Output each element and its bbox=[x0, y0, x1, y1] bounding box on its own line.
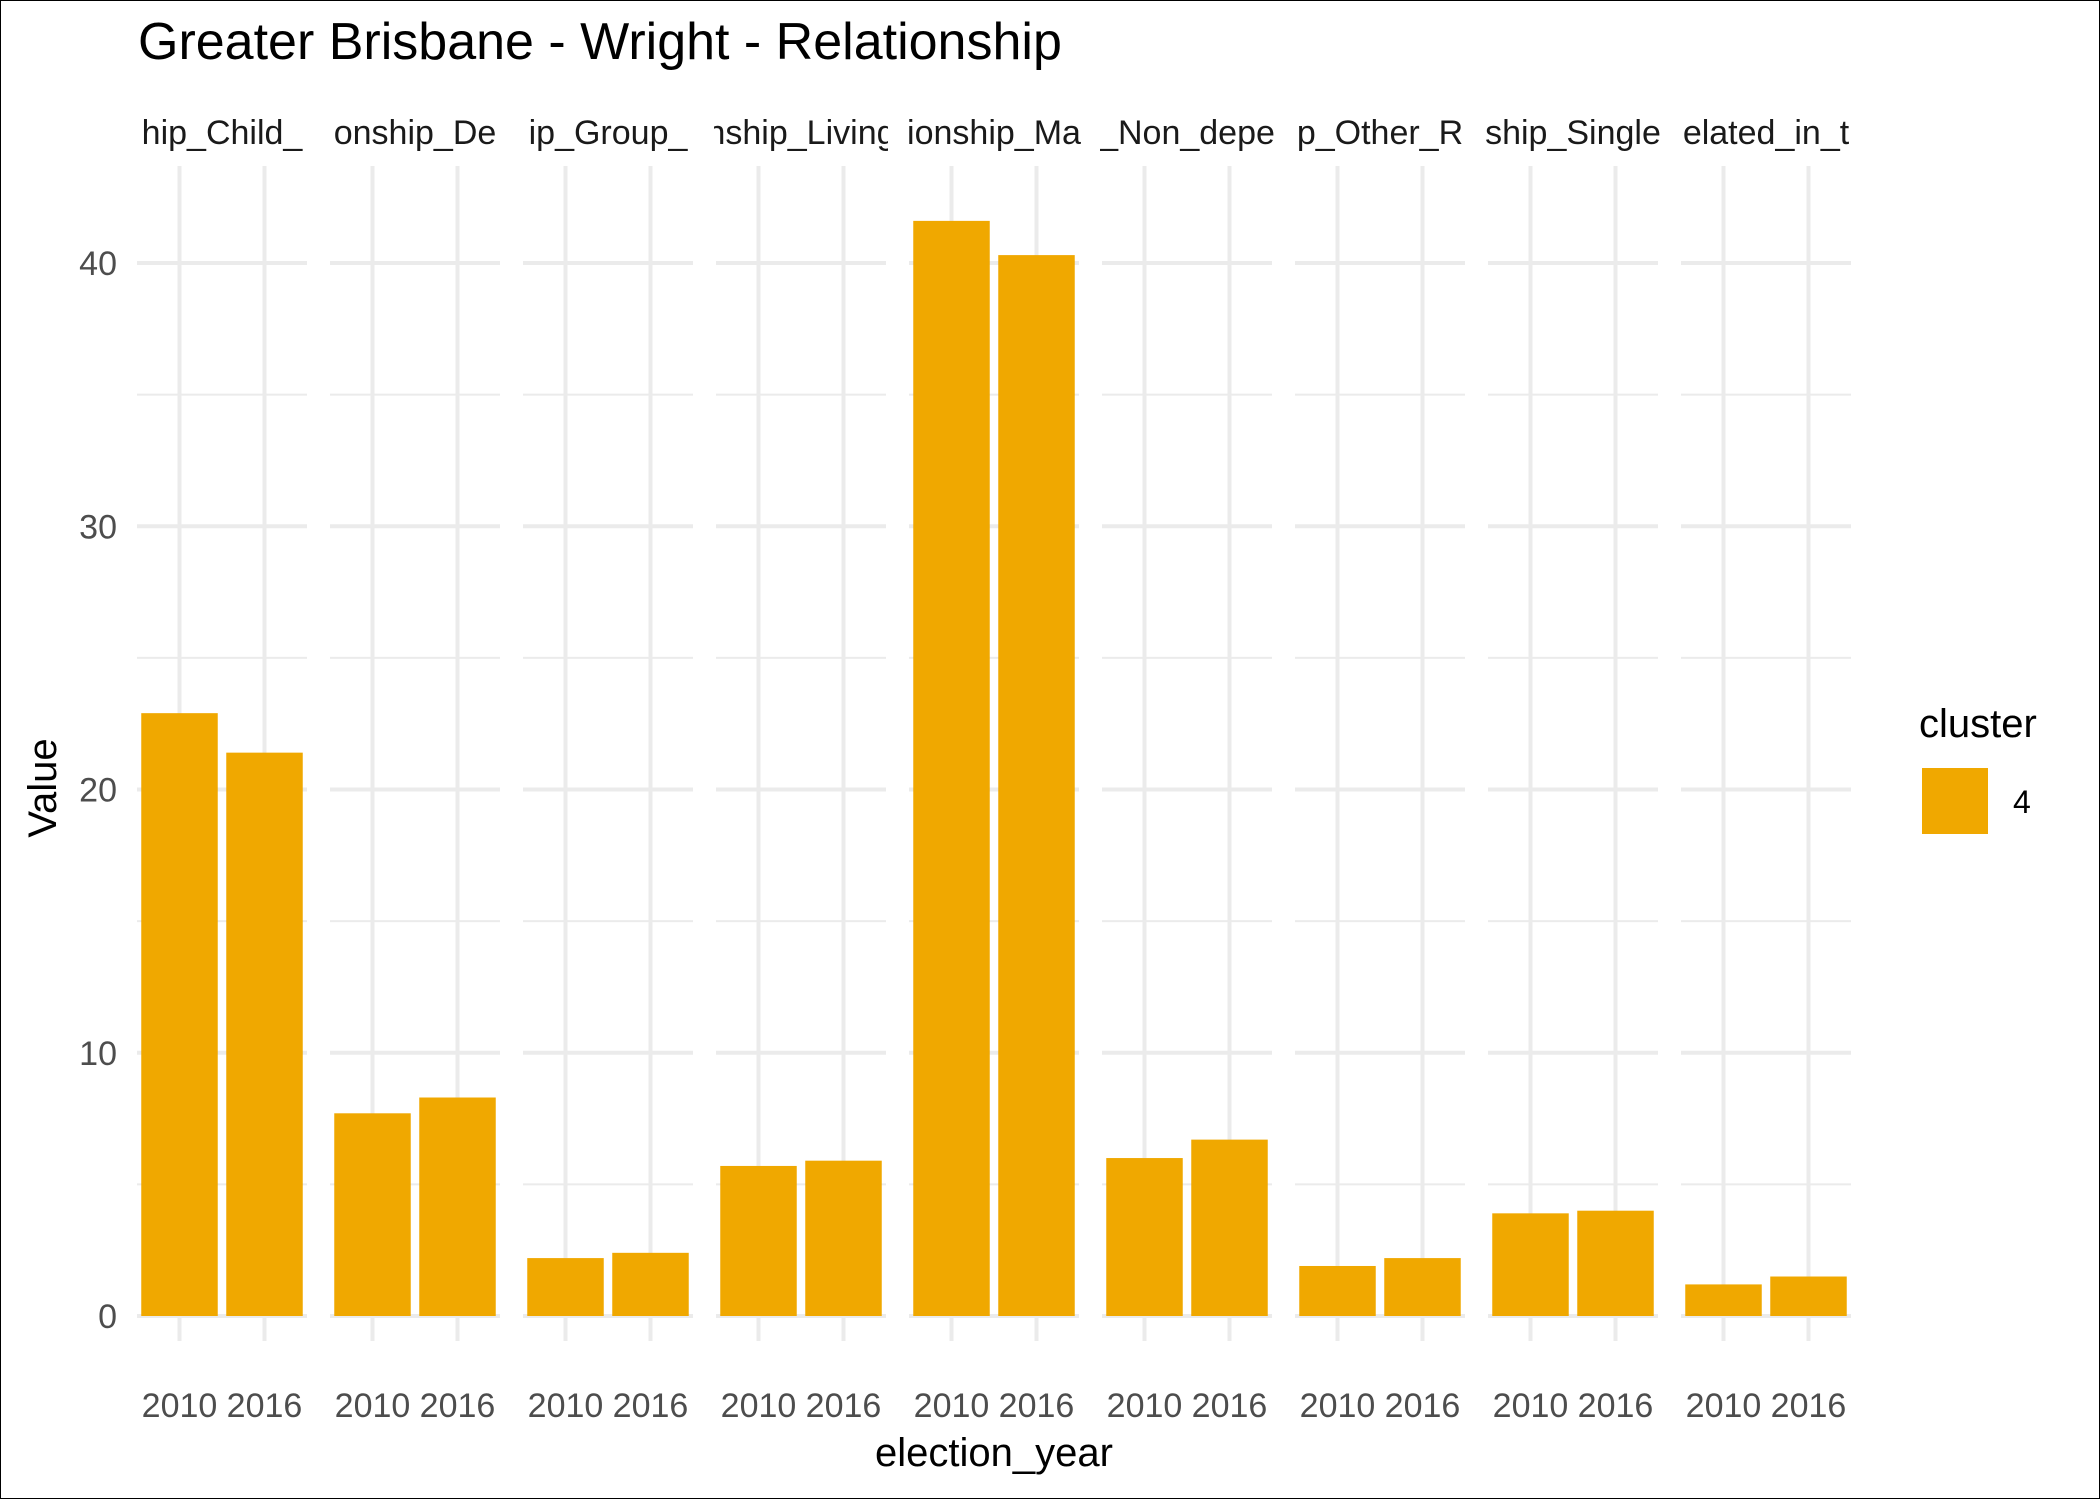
x-tick-label: 2016 bbox=[999, 1387, 1075, 1425]
x-tick-label: 2016 bbox=[1578, 1387, 1654, 1425]
x-tick-label: 2016 bbox=[806, 1387, 882, 1425]
x-tick-label: 2016 bbox=[1192, 1387, 1268, 1425]
facet-label: onship_De bbox=[334, 114, 497, 152]
x-tick-label: 2010 bbox=[1493, 1387, 1569, 1425]
bar bbox=[720, 1165, 797, 1316]
legend-label-4: 4 bbox=[2013, 784, 2031, 820]
facet-label: elated_in_t bbox=[1683, 114, 1850, 152]
facet-label: p_Other_R bbox=[1297, 114, 1463, 152]
x-tick-label: 2016 bbox=[613, 1387, 689, 1425]
x-axis-label: election_year bbox=[875, 1431, 1113, 1475]
bar bbox=[998, 255, 1075, 1316]
bar bbox=[1106, 1158, 1183, 1316]
y-tick-label: 10 bbox=[79, 1035, 117, 1073]
legend-key-4 bbox=[1922, 768, 1988, 834]
bar bbox=[1577, 1210, 1654, 1316]
chart-title: Greater Brisbane - Wright - Relationship bbox=[138, 13, 1062, 71]
bar bbox=[1492, 1213, 1569, 1316]
facet-label: ionship_Ma bbox=[907, 114, 1081, 152]
x-tick-label: 2010 bbox=[335, 1387, 411, 1425]
facet-label: _Non_depe bbox=[1098, 114, 1275, 152]
y-tick-label: 0 bbox=[98, 1298, 117, 1336]
x-tick-label: 2016 bbox=[227, 1387, 303, 1425]
bar bbox=[1384, 1258, 1461, 1316]
x-tick-label: 2010 bbox=[1686, 1387, 1762, 1425]
x-tick-label: 2010 bbox=[914, 1387, 990, 1425]
bar bbox=[805, 1160, 882, 1316]
x-tick-label: 2010 bbox=[1300, 1387, 1376, 1425]
bar bbox=[612, 1252, 689, 1316]
x-tick-label: 2016 bbox=[1771, 1387, 1847, 1425]
y-tick-label: 20 bbox=[79, 772, 117, 810]
bar bbox=[141, 713, 218, 1316]
y-tick-label: 30 bbox=[79, 508, 117, 546]
legend: cluster 4 bbox=[1919, 702, 2037, 834]
x-tick-label: 2016 bbox=[420, 1387, 496, 1425]
bar bbox=[1770, 1276, 1847, 1316]
bar bbox=[334, 1113, 411, 1316]
x-tick-label: 2010 bbox=[1107, 1387, 1183, 1425]
bar bbox=[913, 220, 990, 1316]
bar bbox=[226, 752, 303, 1316]
x-tick-label: 2010 bbox=[721, 1387, 797, 1425]
bars-layer bbox=[141, 220, 1847, 1316]
y-tick-label: 40 bbox=[79, 245, 117, 283]
facet-label: nship_Living bbox=[706, 114, 895, 152]
x-tick-label: 2010 bbox=[142, 1387, 218, 1425]
bar bbox=[419, 1097, 496, 1316]
facet-label: ship_Single bbox=[1485, 114, 1661, 152]
x-tick-label: 2016 bbox=[1385, 1387, 1461, 1425]
bar bbox=[1685, 1284, 1762, 1316]
facet-label: ip_Group_ bbox=[529, 114, 689, 152]
legend-title: cluster bbox=[1919, 702, 2037, 746]
bar bbox=[1299, 1265, 1376, 1316]
bar bbox=[527, 1258, 604, 1316]
x-tick-label: 2010 bbox=[528, 1387, 604, 1425]
facet-label: hip_Child_ bbox=[142, 114, 304, 152]
y-axis-label: Value bbox=[21, 738, 65, 837]
bar bbox=[1191, 1139, 1268, 1316]
